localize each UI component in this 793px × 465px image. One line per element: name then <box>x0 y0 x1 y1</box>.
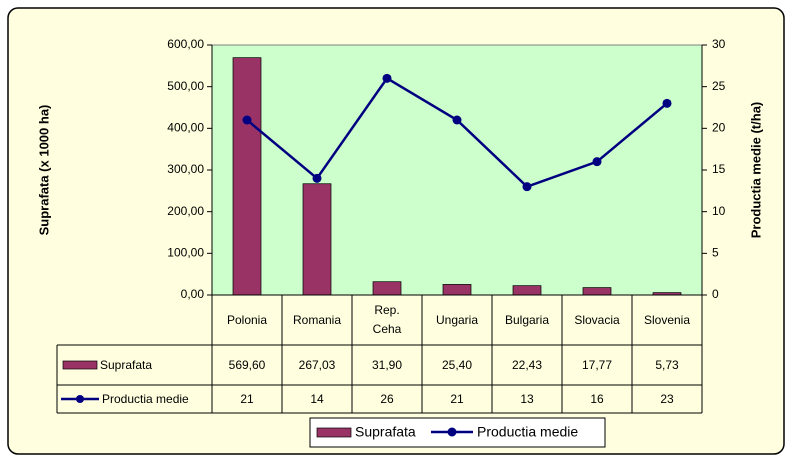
plot-area <box>211 44 703 296</box>
legend-label: Productia medie <box>477 424 578 440</box>
bar <box>582 287 612 296</box>
category-cell: Bulgaria <box>504 312 550 327</box>
legend-label: Suprafata <box>355 424 416 440</box>
y-tick-label: 400,00 <box>167 121 204 135</box>
y2-tick-label: 25 <box>712 79 726 93</box>
bar <box>512 285 542 296</box>
x-tick-label: Romania <box>292 312 342 327</box>
x-tick-label: Ungaria <box>435 312 479 327</box>
category-cell: Polonia <box>226 312 268 327</box>
y2-tick-label: 5 <box>712 246 719 260</box>
y2-tick-label: 20 <box>712 121 726 135</box>
table-value: 23 <box>660 392 674 406</box>
table-value: 21 <box>450 392 464 406</box>
x-tick-label: Slovenia <box>643 312 691 327</box>
table-value: 5,73 <box>655 358 679 372</box>
legend-key <box>447 427 457 437</box>
y2-tick-label: 10 <box>712 204 726 218</box>
line-marker <box>522 182 532 192</box>
y-tick-label: 200,00 <box>167 204 204 218</box>
category-cell: Ungaria <box>435 312 479 327</box>
line-marker <box>382 73 392 83</box>
y-axis-title: Suprafata (x 1000 ha) <box>36 105 51 236</box>
category-cell: Slovacia <box>574 312 620 327</box>
y2-tick-label: 15 <box>712 162 726 176</box>
bar <box>232 57 262 296</box>
table-value: 21 <box>240 392 254 406</box>
bar <box>302 183 332 296</box>
y-tick-label: 600,00 <box>167 37 204 51</box>
category-cell: Slovenia <box>643 312 691 327</box>
bar <box>442 284 472 296</box>
table-value: 17,77 <box>582 358 612 372</box>
category-cell: Rep. Ceha <box>372 303 402 336</box>
y2-tick-label: 0 <box>712 287 719 301</box>
legend-key <box>62 360 98 370</box>
y-tick-label: 100,00 <box>167 246 204 260</box>
category-cell: Romania <box>292 312 342 327</box>
table-value: 16 <box>590 392 604 406</box>
y-tick-label: 500,00 <box>167 79 204 93</box>
line-marker <box>662 98 672 108</box>
line-marker <box>452 115 462 125</box>
table-value: 25,40 <box>442 358 472 372</box>
row-header: Suprafata <box>100 358 152 372</box>
x-tick-label: Bulgaria <box>504 312 550 327</box>
y-tick-label: 300,00 <box>167 162 204 176</box>
line-marker <box>592 157 602 167</box>
table-value: 13 <box>520 392 534 406</box>
table-value: 267,03 <box>299 358 336 372</box>
line-marker <box>312 173 322 183</box>
y2-axis-title: Productia medie (t/ha) <box>748 102 763 239</box>
table-value: 569,60 <box>229 358 266 372</box>
table-value: 26 <box>380 392 394 406</box>
x-tick-label: Rep. Ceha <box>372 303 402 336</box>
line-marker <box>242 115 252 125</box>
x-tick-label: Polonia <box>226 312 268 327</box>
legend-key <box>76 395 84 403</box>
y-tick-label: 0,00 <box>181 287 205 301</box>
table-value: 31,90 <box>372 358 402 372</box>
legend-key <box>316 427 352 438</box>
row-header: Productia medie <box>102 392 189 406</box>
table-value: 22,43 <box>512 358 542 372</box>
y2-tick-label: 30 <box>712 37 726 51</box>
bar <box>372 281 402 296</box>
x-tick-label: Slovacia <box>574 312 620 327</box>
table-value: 14 <box>310 392 324 406</box>
